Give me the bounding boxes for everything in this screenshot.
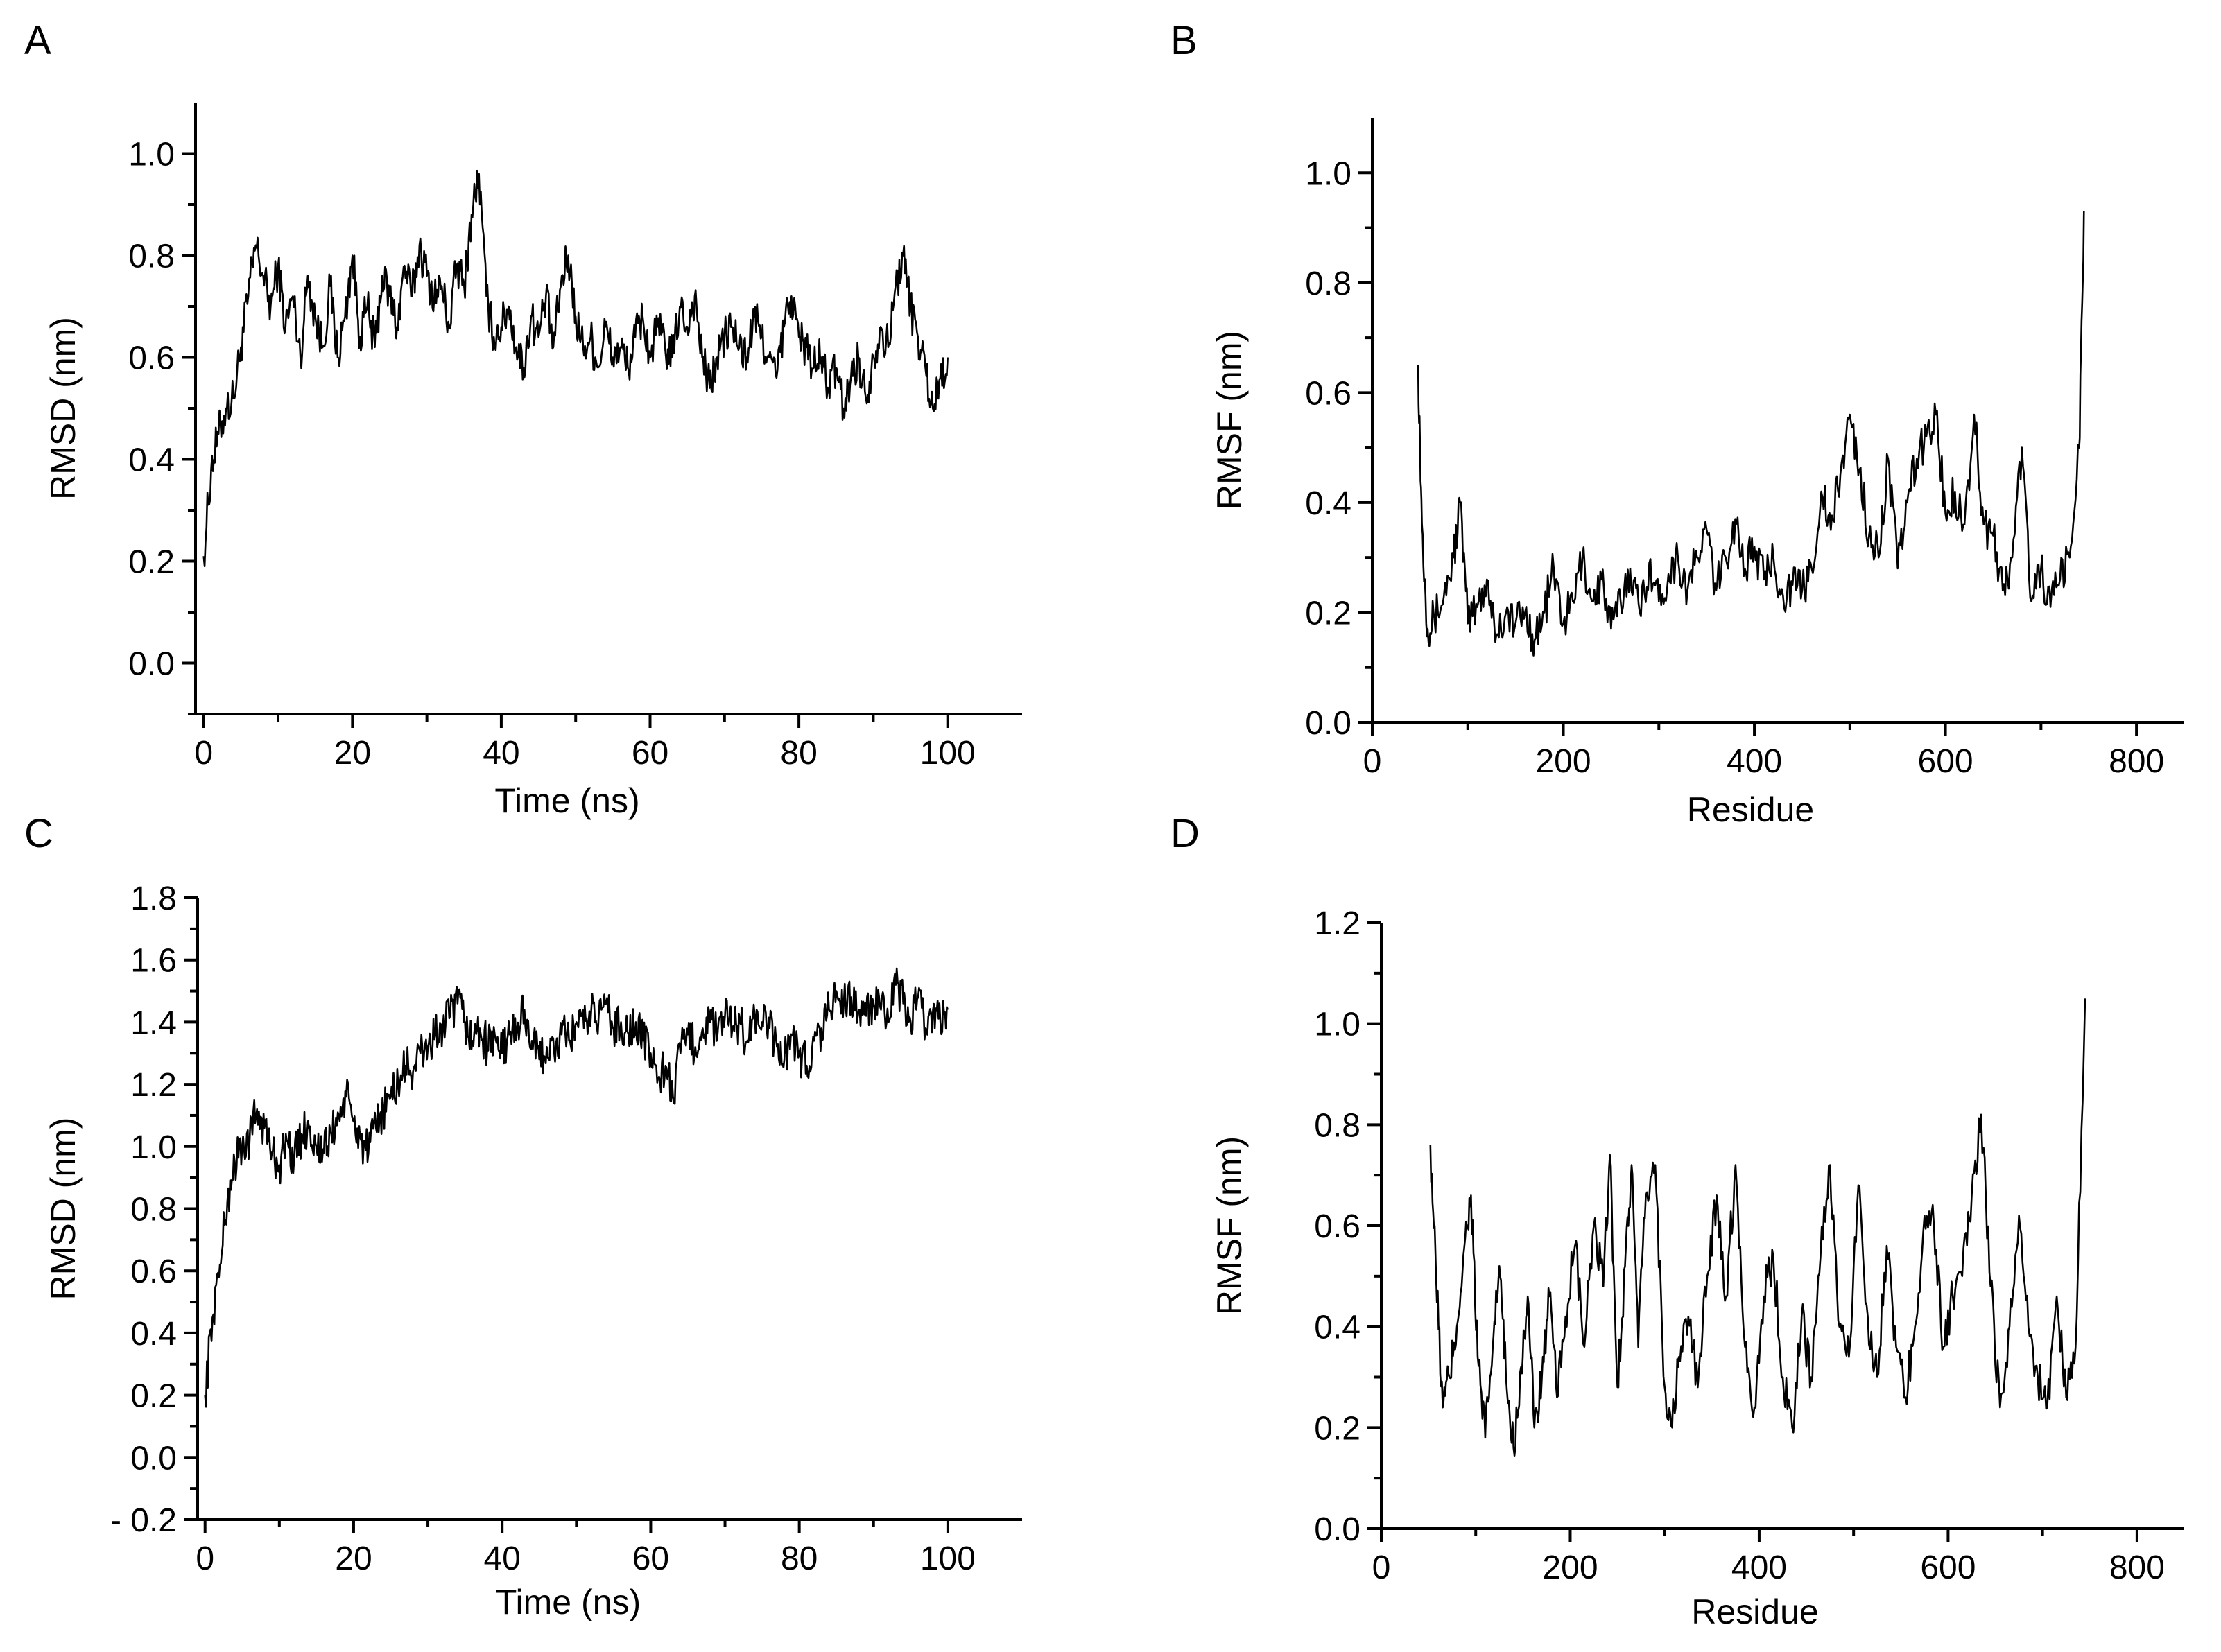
y-tick-label: 1.2: [1314, 905, 1360, 942]
x-tick-label: 60: [632, 735, 668, 772]
x-tick-label: 200: [1535, 743, 1591, 780]
y-tick-label: 0.0: [128, 646, 175, 683]
y-tick-label: 0.6: [1314, 1208, 1360, 1245]
y-tick-label: 0.4: [128, 442, 175, 479]
x-axis-label: Time (ns): [494, 781, 639, 820]
y-tick-label: 0.0: [130, 1440, 177, 1477]
panel-d: D 0.0 0.2 0.4 0.6 0.8 1.0 1.2 0 200 400 600 800 Res…: [1170, 811, 2184, 1631]
x-tick-label: 0: [194, 735, 213, 772]
y-tick-label: 0.8: [130, 1192, 177, 1228]
x-tick-label: 40: [483, 735, 519, 772]
y-tick-label: 1.0: [1314, 1007, 1360, 1043]
y-axis-label: RMSF (nm): [1210, 1136, 1249, 1315]
x-tick-label: 80: [780, 735, 817, 772]
x-axis-label: Residue: [1691, 1592, 1818, 1631]
panel-c: C - 0.2 0.0 0.2 0.4 0.6 0.8 1.0 1.2 1.4 1.6 1.8 0 20…: [24, 811, 1022, 1621]
series-line: [204, 967, 949, 1408]
y-tick-label: 0.4: [130, 1316, 177, 1353]
y-tick-label: 0.6: [130, 1253, 177, 1290]
y-tick-label: 0.2: [130, 1378, 177, 1415]
axes: - 0.2 0.0 0.2 0.4 0.6 0.8 1.0 1.2 1.4 1.6 1.8 0 20 40…: [110, 880, 1022, 1577]
axes: 0.0 0.2 0.4 0.6 0.8 1.0 1.2 0 200 400 600 800: [1314, 905, 2184, 1586]
x-axis-label: Time (ns): [496, 1583, 641, 1621]
series-line: [1417, 211, 2085, 657]
panel-letter: D: [1170, 811, 1200, 856]
x-tick-label: 400: [1731, 1549, 1787, 1586]
x-tick-label: 800: [2109, 743, 2164, 780]
x-tick-label: 40: [483, 1540, 520, 1577]
x-tick-label: 100: [920, 1540, 976, 1577]
panel-letter: C: [24, 811, 53, 856]
x-tick-label: 20: [334, 735, 371, 772]
y-tick-label: 0.2: [128, 544, 175, 581]
panel-b: B 0.0 0.2 0.4 0.6 0.8 1.0 0 200 400 600 800 Residu…: [1170, 18, 2184, 829]
panel-letter: A: [24, 18, 51, 63]
x-tick-label: 0: [196, 1540, 214, 1577]
x-tick-label: 0: [1372, 1549, 1391, 1586]
axes: 0.0 0.2 0.4 0.6 0.8 1.0 0 20 40 60 80 100: [128, 103, 1022, 772]
y-axis-label: RMSD (nm): [44, 317, 83, 500]
series-line: [202, 169, 949, 568]
panel-a: A 0.0 0.2 0.4 0.6 0.8 1.0 0 20 40 60 80 100 Time (n…: [24, 18, 1022, 820]
y-axis-label: RMSD (nm): [44, 1118, 83, 1301]
x-tick-label: 20: [335, 1540, 372, 1577]
y-tick-label: 0.8: [128, 238, 175, 275]
x-tick-label: 400: [1727, 743, 1782, 780]
y-tick-label: 0.0: [1305, 705, 1351, 742]
series-line: [1429, 998, 2086, 1457]
y-tick-label: 0.6: [1305, 375, 1351, 412]
y-tick-label: 0.2: [1305, 595, 1351, 632]
y-tick-label: 1.4: [130, 1005, 177, 1041]
y-tick-label: - 0.2: [110, 1502, 177, 1539]
y-tick-label: 0.2: [1314, 1410, 1360, 1447]
x-tick-label: 80: [781, 1540, 818, 1577]
y-tick-label: 0.8: [1305, 266, 1351, 302]
y-axis-label: RMSF (nm): [1210, 331, 1249, 510]
x-tick-label: 0: [1363, 743, 1382, 780]
x-tick-label: 600: [1920, 1549, 1976, 1586]
y-tick-label: 1.2: [130, 1067, 177, 1104]
x-tick-label: 800: [2109, 1549, 2165, 1586]
y-tick-label: 1.6: [130, 943, 177, 980]
y-tick-label: 0.0: [1314, 1511, 1360, 1548]
y-tick-label: 1.8: [130, 880, 177, 917]
y-tick-label: 0.8: [1314, 1107, 1360, 1144]
axes: 0.0 0.2 0.4 0.6 0.8 1.0 0 200 400 600 800: [1305, 118, 2184, 780]
x-tick-label: 200: [1542, 1549, 1598, 1586]
x-tick-label: 100: [920, 735, 976, 772]
x-tick-label: 600: [1918, 743, 1973, 780]
y-tick-label: 1.0: [1305, 155, 1351, 192]
x-axis-label: Residue: [1687, 790, 1814, 829]
panel-letter: B: [1170, 18, 1198, 63]
y-tick-label: 1.0: [128, 137, 175, 173]
y-tick-label: 0.4: [1314, 1310, 1360, 1346]
y-tick-label: 1.0: [130, 1129, 177, 1166]
y-tick-label: 0.4: [1305, 485, 1351, 522]
y-tick-label: 0.6: [128, 340, 175, 377]
x-tick-label: 60: [632, 1540, 669, 1577]
